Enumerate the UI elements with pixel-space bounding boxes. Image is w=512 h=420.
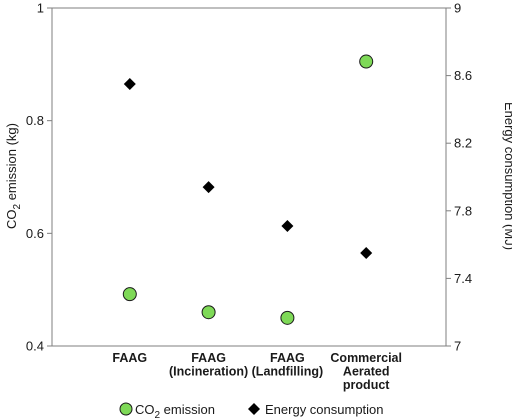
co2-point <box>359 54 374 69</box>
category-label: FAAG (Incineration) <box>169 351 248 379</box>
right-axis-label: Energy consumption (MJ) <box>502 102 512 250</box>
energy-point <box>202 181 215 194</box>
plot-frame <box>51 7 447 347</box>
legend-marker-co2 <box>119 402 133 416</box>
energy-point <box>281 220 294 233</box>
right-tick-label: 7.4 <box>454 271 472 286</box>
category-label: Commercial Aerated product <box>330 351 402 392</box>
category-label: FAAG (Landfilling) <box>252 351 324 379</box>
left-tick-label: 0.4 <box>26 339 44 354</box>
legend-label-co2: CO2 emission <box>135 402 215 420</box>
category-labels: FAAG FAAG (Incineration)FAAG (Landfilling)C… <box>112 351 402 392</box>
legend-label-energy: Energy consumption <box>265 402 384 417</box>
right-tick-label: 8.2 <box>454 136 472 151</box>
co2-point <box>201 305 216 320</box>
left-axis-label: CO2 emission (kg) <box>4 123 23 229</box>
legend: CO2 emission Energy consumption <box>119 402 384 420</box>
left-tick-label: 0.6 <box>26 226 44 241</box>
left-tick-label: 1 <box>37 1 44 16</box>
left-tick-label: 0.8 <box>26 113 44 128</box>
left-axis-ticks: 0.4 0.6 0.8 1 <box>26 1 52 354</box>
co2-point <box>122 287 137 302</box>
energy-point <box>123 78 136 91</box>
co2-point <box>280 310 295 325</box>
right-tick-label: 8.6 <box>454 68 472 83</box>
data-points <box>122 54 374 325</box>
plot-border <box>51 7 447 347</box>
category-label: FAAG <box>112 351 147 365</box>
legend-marker-energy <box>248 403 260 415</box>
right-tick-label: 9 <box>454 1 461 16</box>
energy-point <box>360 247 373 260</box>
right-tick-label: 7 <box>454 339 461 354</box>
right-axis-ticks: 7 7.4 7.8 8.2 8.6 9 <box>446 1 472 354</box>
right-tick-label: 7.8 <box>454 203 472 218</box>
